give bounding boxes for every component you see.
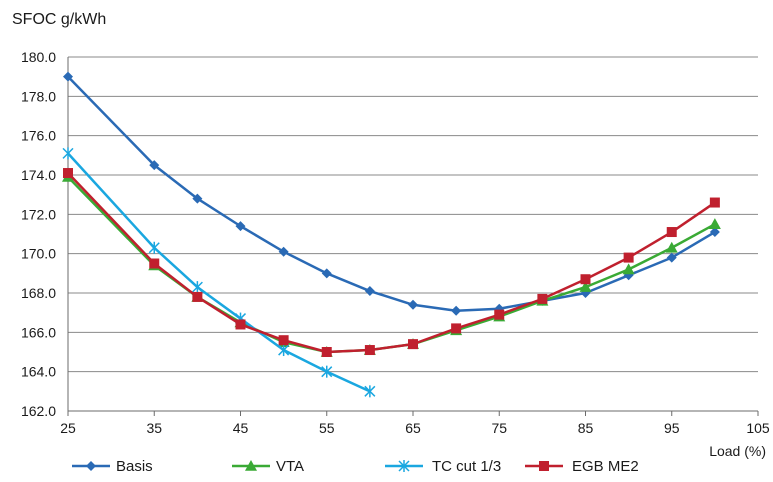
legend-label: VTA — [276, 458, 304, 475]
legend-marker — [86, 461, 96, 471]
legend-label: EGB ME2 — [572, 458, 639, 475]
data-point-basis — [666, 252, 677, 263]
y-tick-label: 166.0 — [21, 324, 56, 340]
data-point-basis — [63, 71, 73, 82]
data-point-vta — [708, 218, 721, 229]
x-tick-label: 105 — [746, 420, 770, 436]
x-tick-label: 25 — [60, 420, 76, 436]
legend-entry-tc-cut-1-3: TC cut 1/3 — [385, 458, 501, 475]
x-tick-label: 35 — [146, 420, 162, 436]
y-tick-label: 162.0 — [21, 403, 56, 419]
gridlines — [68, 56, 758, 373]
legend-marker — [245, 460, 257, 471]
data-point-basis — [451, 305, 462, 316]
legend-label: Basis — [116, 458, 153, 475]
data-point-vta — [579, 281, 592, 292]
y-tick-label: 164.0 — [21, 364, 56, 380]
series-line-egb-me2 — [67, 172, 716, 354]
y-tick-label: 172.0 — [21, 206, 56, 222]
legend-marker — [398, 460, 410, 472]
data-point-basis — [278, 246, 289, 257]
data-point-egb-me2 — [235, 319, 246, 330]
data-point-basis — [235, 221, 246, 232]
y-tick-label: 178.0 — [21, 88, 56, 104]
series-group — [62, 71, 721, 398]
x-axis-title: Load (%) — [709, 443, 766, 459]
data-point-egb-me2 — [580, 274, 591, 285]
legend-label: TC cut 1/3 — [432, 458, 501, 475]
data-point-egb-me2 — [537, 293, 548, 304]
x-tick-label: 75 — [491, 420, 507, 436]
data-point-egb-me2 — [494, 309, 505, 320]
y-tick-label: 180.0 — [21, 49, 56, 65]
data-point-tc-cut-1-3 — [148, 241, 160, 254]
data-point-egb-me2 — [666, 227, 677, 238]
x-tick-label: 55 — [319, 420, 335, 436]
legend: Basis VTA TC cut 1/3 EGB ME2 — [72, 458, 639, 475]
data-point-tc-cut-1-3 — [321, 365, 333, 378]
data-point-tc-cut-1-3 — [191, 281, 203, 294]
x-tick-label: 85 — [578, 420, 594, 436]
x-tick-label: 95 — [664, 420, 680, 436]
data-point-basis — [408, 299, 418, 310]
series-line-vta — [67, 176, 716, 354]
data-point-egb-me2 — [623, 252, 634, 263]
y-tick-label: 168.0 — [21, 285, 56, 301]
data-point-basis — [192, 193, 203, 204]
data-point-vta — [665, 241, 678, 253]
series-line-basis — [67, 75, 716, 312]
x-tick-label: 45 — [233, 420, 249, 436]
data-point-egb-me2 — [63, 168, 73, 179]
legend-entry-basis: Basis — [72, 458, 153, 475]
legend-entry-vta: VTA — [232, 458, 304, 475]
data-point-egb-me2 — [408, 339, 418, 350]
data-point-tc-cut-1-3 — [278, 344, 290, 357]
y-tick-label: 176.0 — [21, 128, 56, 144]
axes — [67, 57, 759, 416]
series-vta — [62, 170, 721, 357]
data-point-egb-me2 — [451, 323, 462, 334]
data-point-egb-me2 — [278, 335, 289, 346]
y-tick-label: 170.0 — [21, 246, 56, 262]
legend-entry-egb-me2: EGB ME2 — [525, 458, 639, 475]
x-tick-labels: 25 35 45 55 65 75 85 95 105 — [60, 420, 770, 436]
legend-marker — [539, 461, 549, 471]
data-point-basis — [709, 227, 720, 238]
data-point-basis — [364, 286, 375, 297]
data-point-tc-cut-1-3 — [364, 385, 376, 398]
data-point-tc-cut-1-3 — [62, 147, 74, 160]
series-egb-me2 — [63, 168, 720, 357]
y-axis-title: SFOC g/kWh — [12, 11, 106, 28]
data-point-egb-me2 — [149, 258, 160, 269]
data-point-basis — [321, 268, 332, 279]
x-tick-label: 65 — [405, 420, 421, 436]
data-point-egb-me2 — [709, 197, 720, 208]
data-point-vta — [622, 263, 635, 275]
data-point-basis — [149, 160, 160, 171]
data-point-egb-me2 — [321, 347, 332, 357]
y-tick-label: 174.0 — [21, 167, 56, 183]
y-tick-labels: 162.0 164.0 166.0 168.0 170.0 172.0 174.0 176.0… — [21, 49, 56, 419]
data-point-egb-me2 — [192, 291, 203, 302]
data-point-egb-me2 — [364, 345, 375, 356]
series-basis — [63, 71, 720, 316]
